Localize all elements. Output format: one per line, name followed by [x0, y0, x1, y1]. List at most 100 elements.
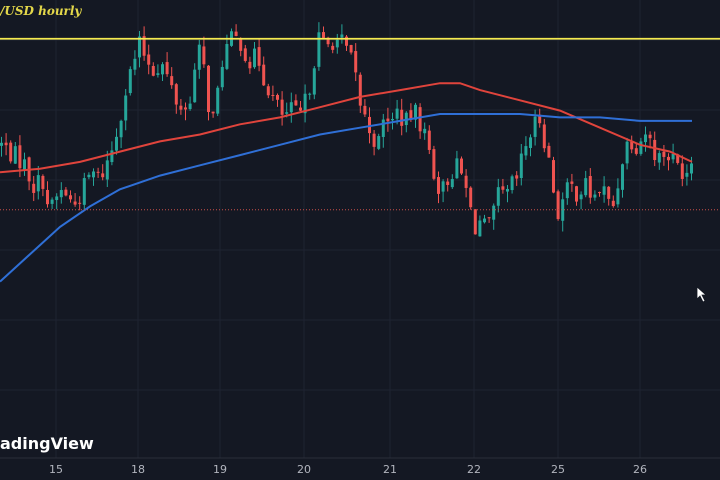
- candle: [349, 44, 353, 55]
- candle: [423, 122, 427, 140]
- candle-body: [575, 186, 578, 202]
- candle-body: [105, 160, 109, 180]
- candle: [220, 60, 224, 91]
- candle: [381, 113, 385, 148]
- levels: [0, 37, 720, 211]
- candle-body: [437, 177, 440, 194]
- candle: [460, 156, 463, 175]
- candle-body: [542, 124, 546, 149]
- candle: [184, 102, 187, 121]
- candle: [73, 193, 77, 207]
- x-tick-label-22: 22: [467, 463, 481, 476]
- candle: [59, 182, 63, 204]
- candle-body: [400, 109, 404, 126]
- candle-body: [377, 136, 381, 149]
- candle-body: [487, 217, 491, 219]
- candle-body: [524, 146, 528, 156]
- candle-body: [138, 36, 141, 58]
- candle-body: [285, 112, 289, 114]
- candle: [234, 24, 238, 37]
- candle: [50, 197, 54, 209]
- candle-body: [13, 146, 17, 164]
- candle-body: [616, 188, 620, 205]
- candle: [602, 176, 606, 203]
- candle-body: [386, 118, 390, 122]
- candle: [680, 155, 684, 187]
- candle: [464, 169, 468, 198]
- candle: [446, 178, 450, 192]
- candle-body: [561, 199, 565, 221]
- candle-body: [354, 51, 358, 73]
- candle: [483, 214, 486, 224]
- candle: [303, 84, 307, 123]
- candle-body: [216, 87, 220, 114]
- candle-body: [220, 66, 224, 88]
- candle: [202, 36, 206, 68]
- candle: [138, 30, 141, 68]
- candle-body: [317, 32, 321, 67]
- candle: [317, 22, 321, 71]
- candle-body: [639, 141, 643, 154]
- candle: [616, 178, 620, 208]
- candle: [556, 189, 560, 221]
- candle: [105, 150, 109, 187]
- candle: [87, 172, 91, 180]
- candle-body: [271, 94, 275, 96]
- candle: [96, 167, 100, 178]
- candle-body: [23, 159, 26, 171]
- candle: [340, 24, 344, 44]
- candle: [92, 168, 95, 186]
- candle-body: [303, 93, 307, 114]
- candle: [685, 164, 689, 186]
- candle: [4, 133, 8, 156]
- candle: [492, 203, 496, 230]
- cursor: [696, 286, 708, 303]
- candle: [607, 186, 611, 206]
- x-axis: 15 18 19 20 21 22 25 26: [0, 457, 720, 476]
- candle-body: [266, 86, 270, 96]
- candle-body: [506, 188, 509, 192]
- candle-body: [478, 220, 482, 237]
- candle-body: [510, 176, 514, 191]
- candle-body: [234, 31, 238, 36]
- candle-body: [685, 172, 689, 177]
- x-tick-label-26: 26: [633, 463, 647, 476]
- candle-body: [147, 54, 151, 65]
- candle: [432, 145, 436, 181]
- candle: [174, 82, 178, 114]
- candle: [161, 62, 164, 81]
- candle-body: [322, 32, 325, 38]
- candle-body: [473, 209, 477, 235]
- candle: [621, 163, 624, 198]
- candle-body: [243, 48, 247, 61]
- candle-body: [455, 158, 459, 179]
- candle-body: [326, 37, 330, 45]
- candle: [639, 137, 643, 156]
- candle: [372, 130, 376, 156]
- candle-body: [188, 103, 192, 110]
- candle: [625, 137, 629, 170]
- candle-body: [4, 142, 8, 146]
- candle-body: [96, 171, 100, 173]
- candle-body: [630, 141, 634, 150]
- candle: [418, 103, 422, 139]
- candle-body: [501, 186, 505, 190]
- candle: [584, 170, 588, 198]
- candle-body: [156, 73, 160, 75]
- candle-body: [248, 61, 252, 69]
- candle-body: [87, 174, 91, 178]
- candle: [662, 144, 666, 166]
- candle: [542, 118, 546, 153]
- x-tick-label-19: 19: [213, 463, 227, 476]
- candle: [588, 168, 592, 204]
- candle-body: [538, 114, 542, 124]
- candle-body: [496, 187, 500, 206]
- candle: [386, 107, 390, 132]
- candle-body: [671, 153, 675, 160]
- candle: [565, 178, 569, 205]
- candle: [32, 175, 36, 202]
- candle-body: [409, 110, 413, 120]
- candle: [529, 134, 532, 157]
- candle-body: [110, 150, 114, 163]
